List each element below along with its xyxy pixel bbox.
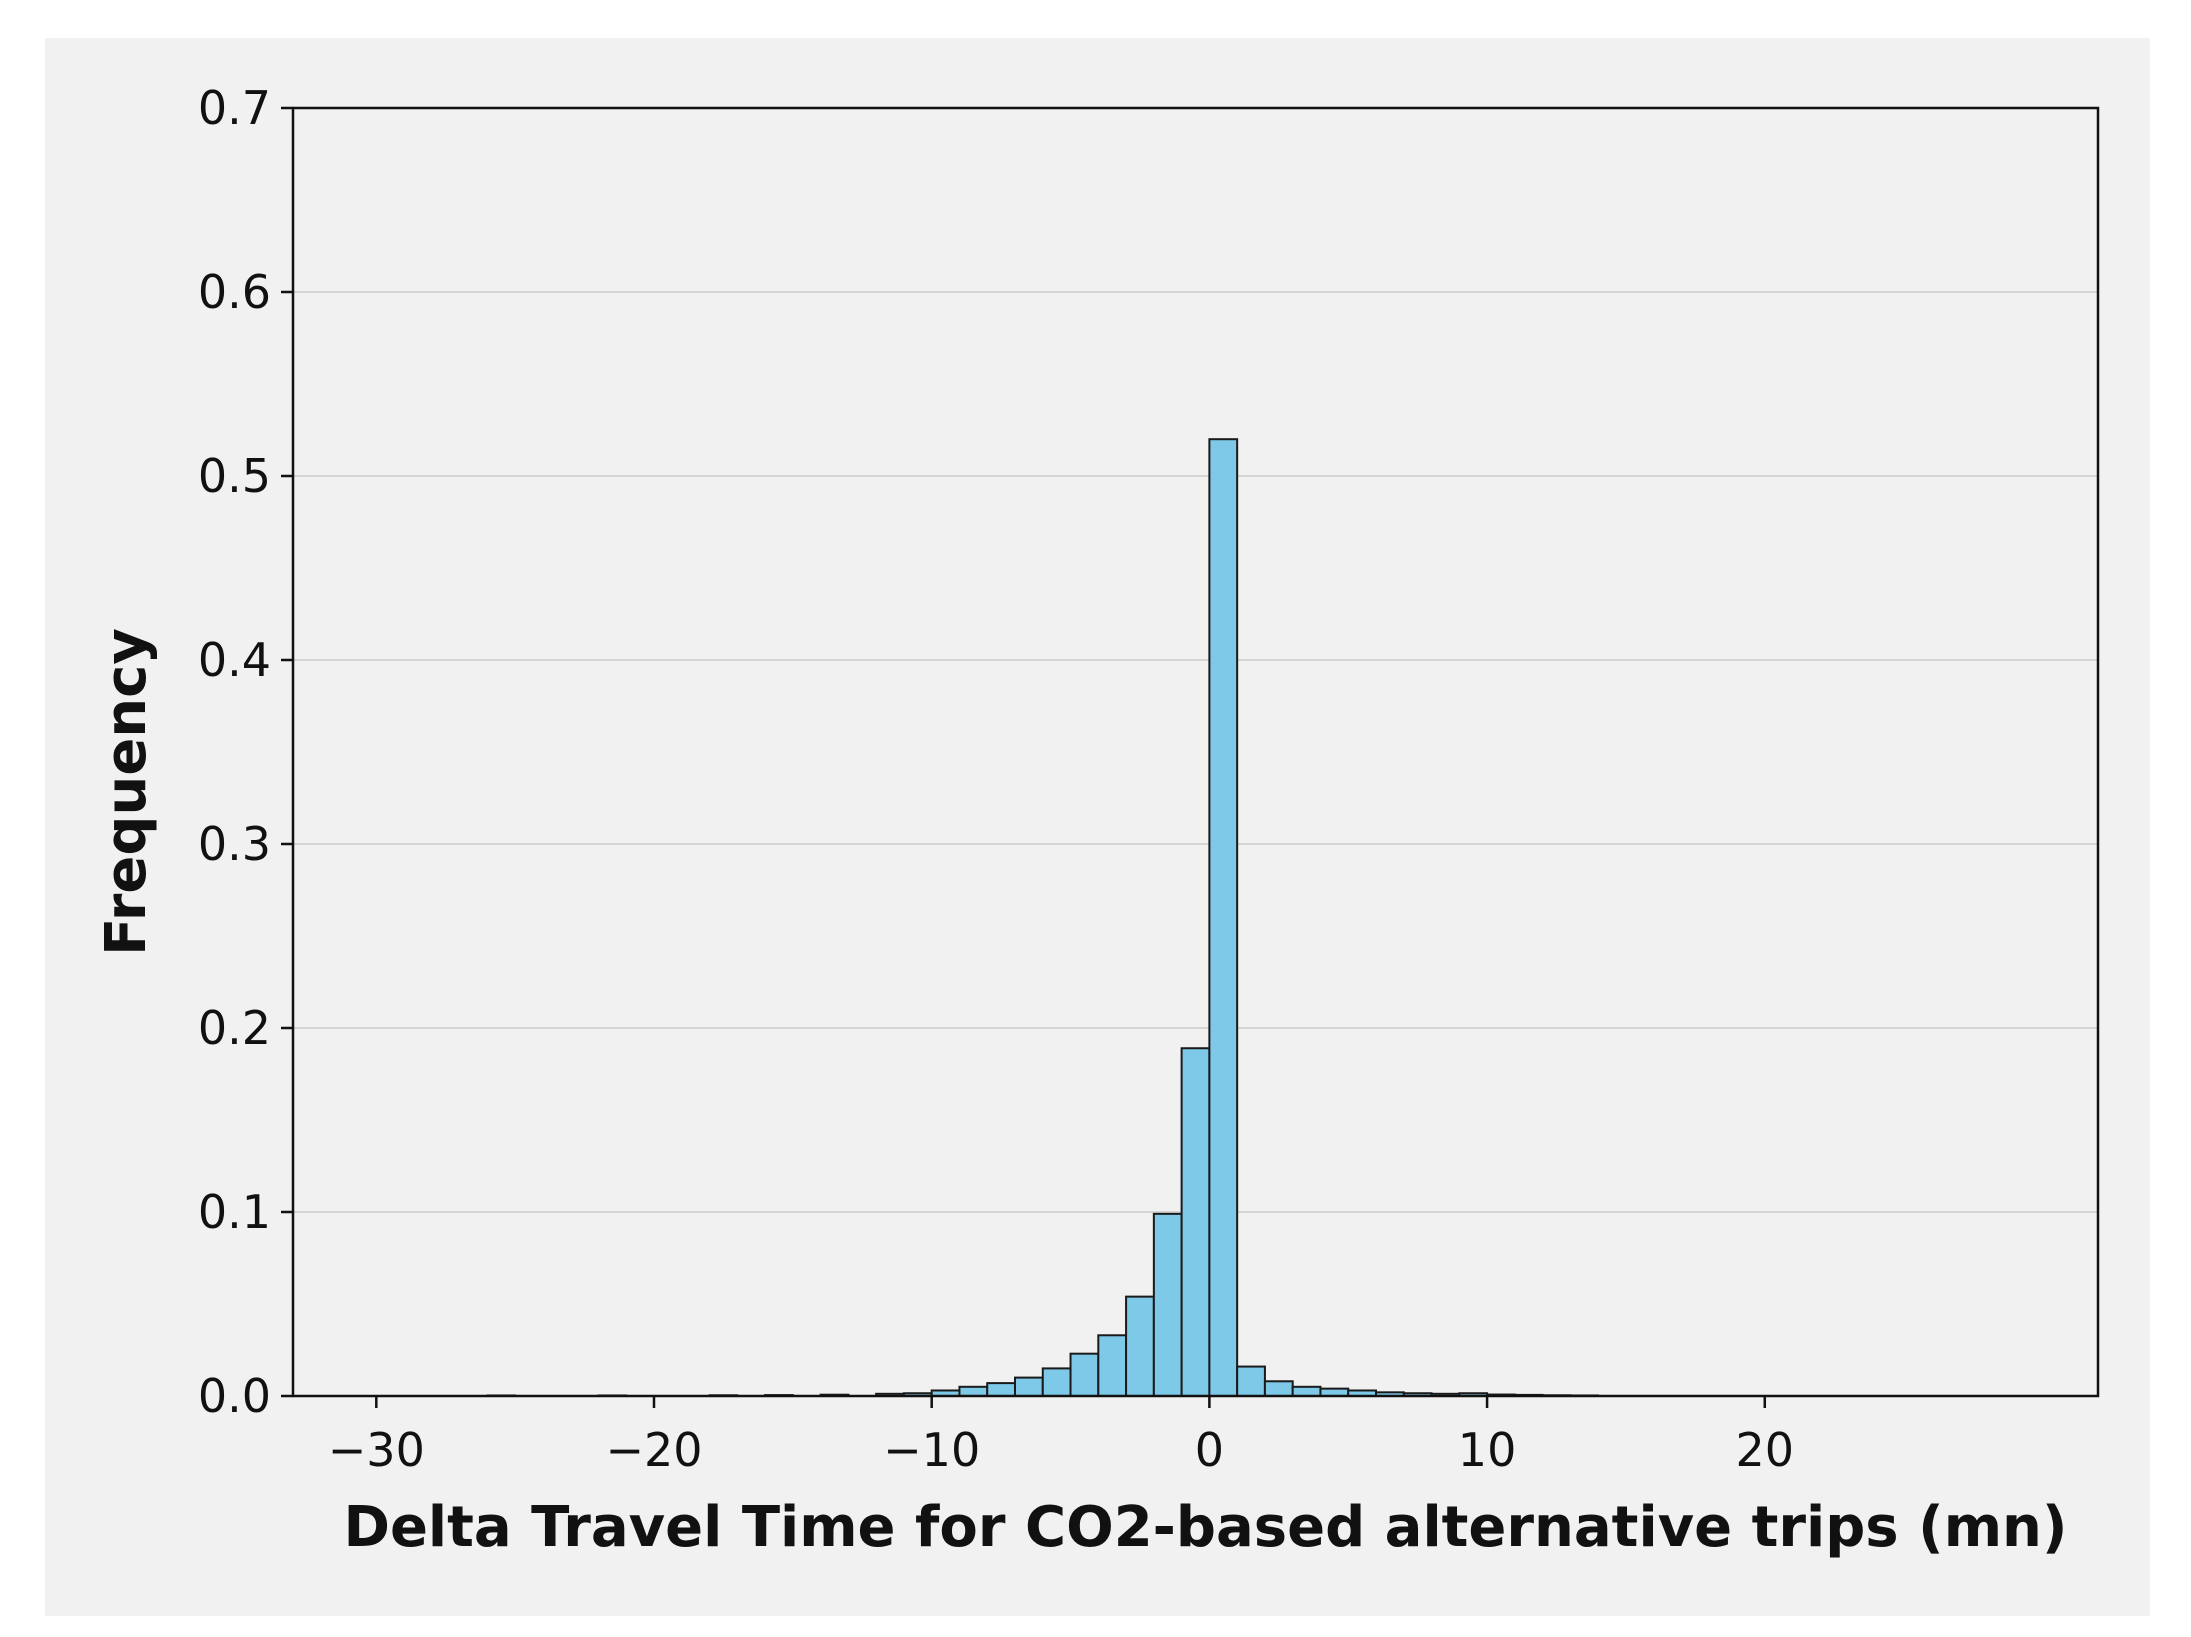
grid-lines — [293, 291, 2098, 1213]
histogram-bar — [1097, 1334, 1128, 1398]
x-tick-label: 0 — [1195, 1423, 1224, 1477]
x-axis-title: Delta Travel Time for CO2-based alternat… — [343, 1495, 2067, 1560]
x-tick-label: −20 — [605, 1423, 702, 1477]
x-tick-label: −30 — [328, 1423, 425, 1477]
y-axis-title: Frequency — [94, 628, 159, 956]
histogram-bar — [1069, 1352, 1100, 1398]
chart-panel: −30 −20 −10 0 10 20 0.0 0.1 0.2 0.3 0.4 0.5 0.6 0.7 … — [45, 38, 2150, 1616]
histogram-bar — [1208, 438, 1239, 1397]
histogram-bar — [1180, 1047, 1211, 1397]
histogram-bar — [1014, 1376, 1044, 1397]
x-axis-ticks: −30 −20 −10 0 10 20 — [328, 1396, 1794, 1477]
y-tick-label: 0.0 — [198, 1369, 271, 1423]
y-tick-label: 0.3 — [198, 817, 271, 871]
histogram-bar — [1291, 1385, 1322, 1398]
plot-frame — [291, 106, 2100, 1398]
histogram-bar — [958, 1385, 989, 1398]
x-tick-label: 20 — [1735, 1423, 1794, 1477]
y-tick-label: 0.1 — [198, 1185, 271, 1239]
histogram-bar — [1263, 1380, 1294, 1398]
histogram-bar — [1152, 1212, 1183, 1397]
y-tick-label: 0.4 — [198, 633, 271, 687]
y-tick-label: 0.5 — [198, 449, 271, 503]
x-tick-label: 10 — [1458, 1423, 1517, 1477]
histogram-bar — [1236, 1365, 1266, 1398]
histogram-bar — [1041, 1367, 1072, 1398]
histogram-chart: −30 −20 −10 0 10 20 0.00.10.20.30.40.50.60.7 … — [94, 81, 2100, 1560]
y-tick-label: 0.7 — [198, 81, 271, 135]
y-tick-label: 0.6 — [198, 265, 271, 319]
histogram-bars — [486, 438, 1600, 1398]
y-axis-ticks: 0.0 0.1 0.2 0.3 0.4 0.5 0.6 0.7 — [198, 81, 293, 1423]
x-tick-label: −10 — [883, 1423, 980, 1477]
y-tick-label: 0.2 — [198, 1001, 271, 1055]
histogram-bar — [986, 1382, 1017, 1397]
histogram-bar — [1125, 1295, 1155, 1398]
